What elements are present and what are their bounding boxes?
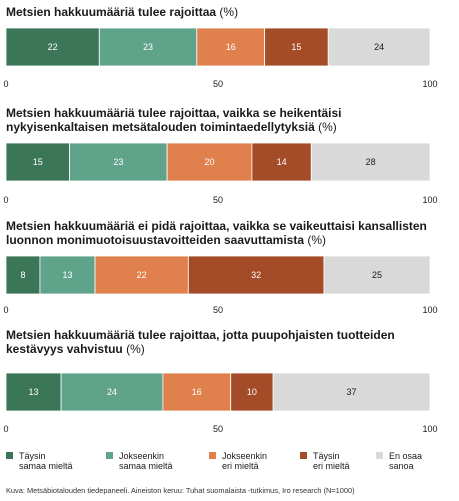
- data-label: 13: [62, 270, 72, 280]
- chart-title-unit: (%): [304, 233, 326, 247]
- legend-label: eri mieltä: [313, 461, 350, 471]
- legend-label: Täysin: [313, 451, 340, 461]
- chart-title-unit: (%): [216, 5, 238, 19]
- chart-title-line: Metsien hakkuumääriä tulee rajoittaa (%): [6, 5, 238, 19]
- data-label: 23: [143, 42, 153, 52]
- x-tick-label: 0: [3, 79, 8, 89]
- legend-label: sanoa: [389, 461, 414, 471]
- bar-segment: [327, 27, 431, 67]
- bar-segment: [5, 27, 100, 67]
- chart-title-line: luonnon monimuotoisuustavoitteiden saavu…: [6, 233, 326, 247]
- legend-swatch: [376, 452, 383, 459]
- bar-segment: [98, 27, 198, 67]
- bar-segment: [310, 142, 431, 182]
- legend-label: Jokseenkin: [119, 451, 164, 461]
- bar-segment: [230, 372, 274, 412]
- x-tick-label: 0: [3, 195, 8, 205]
- legend-swatch: [6, 452, 13, 459]
- data-label: 20: [205, 157, 215, 167]
- x-tick-label: 100: [422, 79, 437, 89]
- bar-segment: [94, 255, 189, 295]
- bar-segment: [5, 142, 70, 182]
- bar-segment: [162, 372, 232, 412]
- data-label: 16: [226, 42, 236, 52]
- data-label: 28: [366, 157, 376, 167]
- bar-segment: [251, 142, 312, 182]
- chart-title-line: Metsien hakkuumääriä ei pidä rajoittaa, …: [6, 219, 427, 233]
- source-note: Kuva: Metsäbiotalouden tiedepaneeli. Ain…: [6, 486, 355, 495]
- data-label: 24: [107, 387, 117, 397]
- legend-label: samaa mieltä: [119, 461, 173, 471]
- bar-segment: [272, 372, 431, 412]
- x-tick-label: 50: [213, 424, 223, 434]
- data-label: 8: [20, 270, 25, 280]
- legend-label: eri mieltä: [222, 461, 259, 471]
- legend-swatch: [209, 452, 216, 459]
- x-tick-label: 0: [3, 424, 8, 434]
- legend-label: En osaa: [389, 451, 422, 461]
- data-label: 14: [277, 157, 287, 167]
- data-label: 32: [251, 270, 261, 280]
- x-tick-label: 50: [213, 79, 223, 89]
- bar-segment: [5, 372, 62, 412]
- bar-segment: [60, 372, 164, 412]
- data-label: 25: [372, 270, 382, 280]
- chart-title-line: kestävyys vahvistuu (%): [6, 342, 145, 356]
- bar-segment: [323, 255, 431, 295]
- x-tick-label: 100: [422, 424, 437, 434]
- legend-label: samaa mieltä: [19, 461, 73, 471]
- x-tick-label: 50: [213, 195, 223, 205]
- data-label: 15: [291, 42, 301, 52]
- data-label: 22: [48, 42, 58, 52]
- legend-swatch: [106, 452, 113, 459]
- data-label: 22: [137, 270, 147, 280]
- chart-title-line: Metsien hakkuumääriä tulee rajoittaa, jo…: [6, 328, 395, 342]
- chart-title-line: nykyisenkaltaisen metsätalouden toiminta…: [6, 120, 337, 134]
- x-tick-label: 50: [213, 305, 223, 315]
- bar-segment: [166, 142, 253, 182]
- chart-title-unit: (%): [315, 120, 337, 134]
- bar-segment: [69, 142, 168, 182]
- chart-title-line: Metsien hakkuumääriä tulee rajoittaa, va…: [6, 106, 342, 120]
- legend-label: Täysin: [19, 451, 46, 461]
- x-tick-label: 0: [3, 305, 8, 315]
- data-label: 23: [113, 157, 123, 167]
- legend-label: Jokseenkin: [222, 451, 267, 461]
- chart-title-unit: (%): [123, 342, 145, 356]
- x-tick-label: 100: [422, 305, 437, 315]
- bar-segment: [196, 27, 266, 67]
- legend-swatch: [300, 452, 307, 459]
- data-label: 24: [374, 42, 384, 52]
- bar-segment: [187, 255, 325, 295]
- data-label: 15: [33, 157, 43, 167]
- data-label: 10: [247, 387, 257, 397]
- data-label: 37: [347, 387, 357, 397]
- x-tick-label: 100: [422, 195, 437, 205]
- data-label: 13: [29, 387, 39, 397]
- bar-segment: [39, 255, 96, 295]
- data-label: 16: [192, 387, 202, 397]
